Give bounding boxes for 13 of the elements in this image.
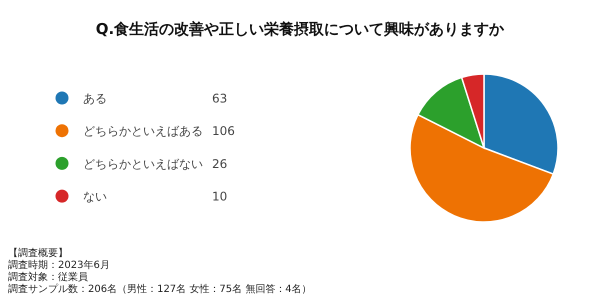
data-label: 106	[212, 124, 235, 138]
legend-label: どちらかといえばある	[83, 124, 203, 138]
text: 調査サンプル数：206名（男性：127名 女性：75名 無回答：4名）	[8, 283, 312, 295]
legend-label: どちらかといえばない	[83, 156, 203, 171]
text: 調査時期：2023年6月	[8, 259, 110, 271]
data-label: 10	[212, 190, 228, 204]
text: 調査対象：従業員	[8, 271, 88, 283]
data-label: 63	[212, 92, 228, 106]
legend-label: ある	[83, 92, 107, 106]
title: Q.食生活の改善や正しい栄養摂取について興味がありますか	[96, 20, 504, 38]
legend-label: ない	[83, 190, 107, 204]
data-label: 26	[212, 156, 228, 171]
text: 【調査概要】	[8, 247, 68, 259]
